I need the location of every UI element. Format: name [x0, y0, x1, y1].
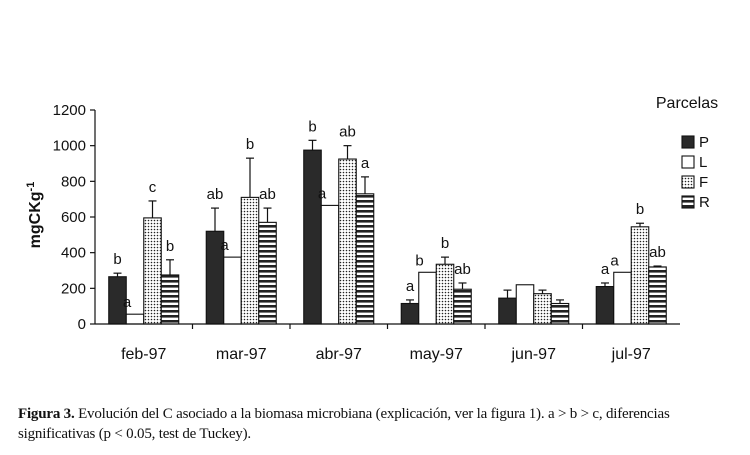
y-tick-label: 1000 — [53, 138, 86, 155]
bar-R — [160, 274, 180, 325]
significance-label: a — [406, 278, 415, 295]
bar-F — [338, 158, 357, 325]
bar-P — [595, 285, 615, 325]
bar-F — [533, 293, 552, 325]
bar-R — [258, 221, 277, 325]
legend-label-L: L — [699, 154, 707, 171]
x-tick-label: abr-97 — [316, 346, 362, 363]
y-axis: 0 200 400 600 800 1000 1200 — [53, 102, 96, 333]
bar-R — [648, 266, 667, 325]
x-tick-label: feb-97 — [121, 346, 166, 363]
significance-label: a — [220, 237, 229, 254]
bar-L — [223, 256, 242, 325]
significance-label: b — [441, 235, 449, 252]
legend-label-P: P — [699, 134, 709, 151]
significance-label: b — [246, 136, 254, 153]
y-tick-label: 600 — [61, 209, 86, 226]
significance-label: ab — [259, 186, 276, 203]
bar-F — [435, 263, 455, 325]
bar-F — [630, 226, 650, 325]
legend-swatch-F — [681, 175, 695, 189]
bar-R — [453, 288, 472, 325]
legend-title: Parcelas — [656, 95, 718, 112]
y-tick-label: 800 — [61, 173, 86, 190]
significance-label: a — [123, 294, 132, 311]
bar-R — [550, 302, 570, 325]
caption-text: Evolución del C asociado a la biomasa mi… — [18, 406, 670, 442]
x-tick-label: jun-97 — [511, 346, 557, 363]
bar-L — [418, 271, 437, 325]
legend-swatch-L — [681, 155, 695, 169]
significance-label: a — [601, 261, 610, 278]
x-tick-label: may-97 — [410, 346, 463, 363]
significance-label: b — [113, 251, 121, 268]
significance-label: ab — [339, 124, 356, 141]
y-tick-label: 200 — [61, 280, 86, 297]
bar-P — [498, 297, 517, 325]
significance-label: a — [610, 252, 619, 269]
bar-L — [125, 313, 145, 325]
y-tick-label: 0 — [78, 316, 86, 333]
significance-label: ab — [454, 261, 471, 278]
legend-label-R: R — [699, 194, 710, 211]
legend-swatch-P — [681, 135, 695, 149]
significance-label: c — [149, 179, 157, 196]
x-tick-label: jul-97 — [611, 346, 651, 363]
bar-L — [515, 284, 535, 325]
bar-P — [400, 302, 420, 325]
bar-F — [240, 196, 260, 325]
bar-L — [613, 271, 632, 325]
x-tick-label: mar-97 — [216, 346, 267, 363]
significance-label: a — [318, 185, 327, 202]
y-tick-label: 1200 — [53, 102, 86, 119]
bar-P — [303, 149, 322, 325]
legend-swatch-R — [681, 195, 695, 209]
figure-caption: Figura 3. Evolución del C asociado a la … — [18, 404, 744, 444]
bar-R — [355, 193, 375, 325]
significance-label: b — [415, 252, 423, 269]
significance-label: ab — [207, 186, 224, 203]
legend-label-F: F — [699, 174, 708, 191]
significance-label: a — [361, 155, 370, 172]
significance-label: b — [308, 118, 316, 135]
significance-label: b — [166, 238, 174, 255]
bar-L — [320, 204, 340, 325]
significance-label: ab — [649, 244, 666, 261]
significance-label: b — [636, 201, 644, 218]
caption-label: Figura 3. — [18, 406, 75, 422]
bar-F — [143, 217, 162, 325]
x-axis: feb-97 mar-97 abr-97 may-97 jun-97 jul-97 — [95, 323, 680, 363]
y-tick-label: 400 — [61, 245, 86, 262]
y-axis-label: mgCKg-1 — [25, 182, 44, 249]
